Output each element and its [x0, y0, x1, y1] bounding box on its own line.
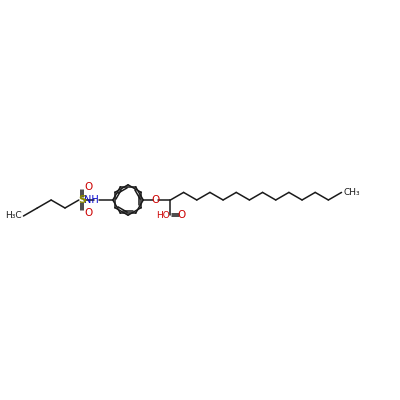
Text: O: O [84, 208, 92, 218]
Text: HO: HO [156, 211, 170, 220]
Text: O: O [84, 182, 92, 192]
Text: O: O [178, 210, 186, 220]
Text: S: S [78, 195, 86, 205]
Text: NH: NH [84, 195, 98, 205]
Text: O: O [151, 195, 159, 205]
Text: H₃C: H₃C [5, 212, 22, 220]
Text: CH₃: CH₃ [344, 188, 360, 197]
